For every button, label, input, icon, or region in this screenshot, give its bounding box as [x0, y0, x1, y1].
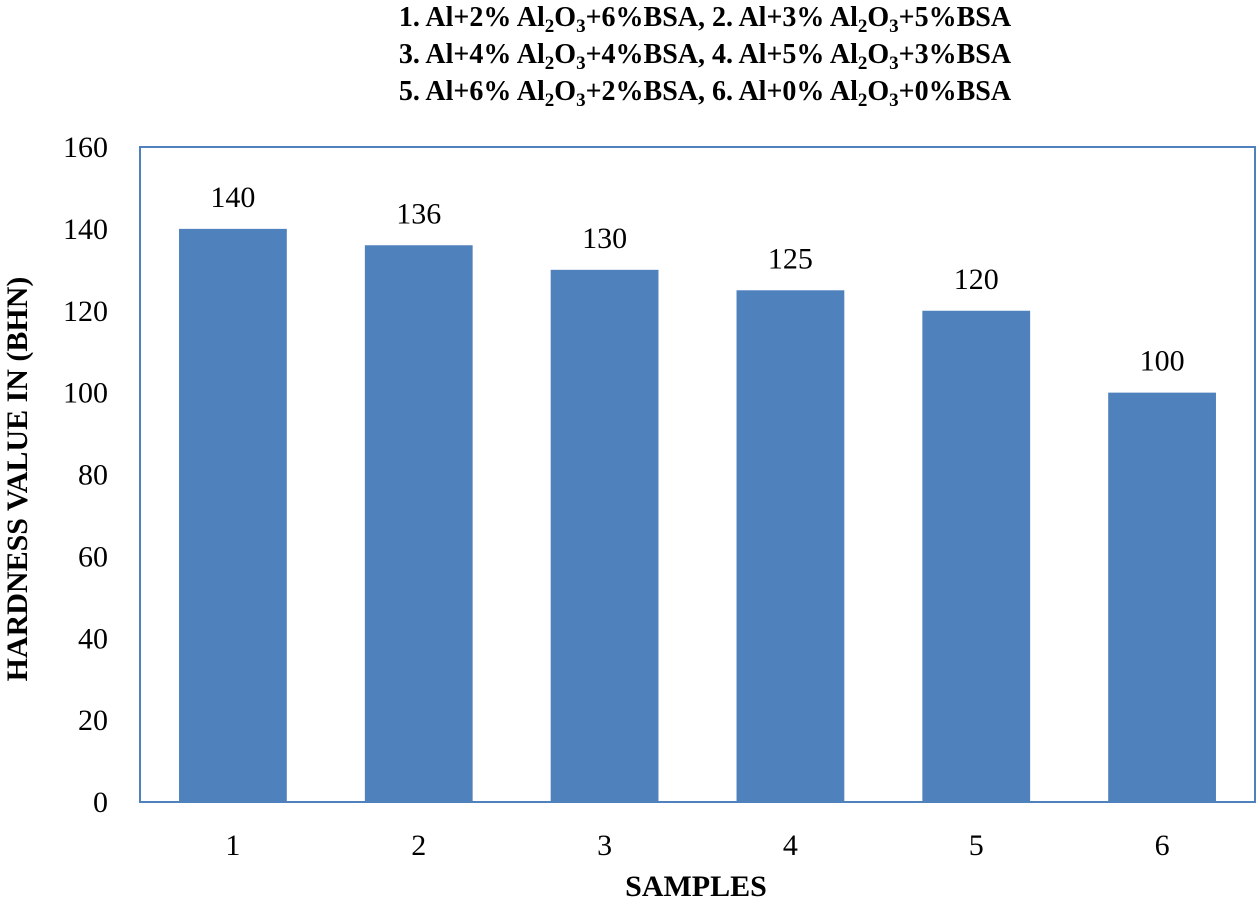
bar-value-label: 130	[582, 222, 627, 255]
x-tick-label: 2	[411, 829, 426, 862]
chart-title: 1. Al+2% Al2O3+6%BSA, 2. Al+3% Al2O3+5%B…	[399, 2, 1012, 111]
y-tick-label: 40	[78, 622, 108, 655]
x-axis-ticks: 1 2 3 4 5 6	[225, 829, 1169, 862]
bars	[179, 228, 1216, 802]
bar-sample-3	[550, 269, 659, 802]
bar-value-label: 100	[1140, 345, 1185, 378]
y-tick-label: 140	[63, 213, 108, 246]
y-axis-title: HARDNESS VALUE IN (BHN)	[1, 277, 34, 682]
x-axis-title: SAMPLES	[625, 870, 767, 903]
x-tick-label: 1	[225, 829, 240, 862]
bar-value-label: 140	[210, 181, 255, 214]
y-tick-label: 20	[78, 704, 108, 737]
x-tick-label: 3	[597, 829, 612, 862]
bar-sample-1	[179, 228, 287, 802]
bar-sample-4	[736, 290, 845, 802]
y-tick-label: 80	[78, 459, 108, 492]
data-labels: 140 136 130 125 120 100	[210, 181, 1184, 378]
chart-title-line: 5. Al+6% Al2O3+2%BSA, 6. Al+0% Al2O3+0%B…	[399, 76, 1012, 111]
chart-title-line: 1. Al+2% Al2O3+6%BSA, 2. Al+3% Al2O3+5%B…	[399, 2, 1012, 37]
bar-value-label: 125	[768, 242, 813, 275]
x-tick-label: 4	[783, 829, 798, 862]
y-tick-label: 120	[63, 295, 108, 328]
x-tick-label: 5	[969, 829, 984, 862]
bar-sample-6	[1108, 392, 1216, 802]
y-tick-label: 0	[93, 786, 108, 819]
y-tick-label: 160	[63, 131, 108, 164]
plot-area-frame	[139, 146, 1256, 803]
y-tick-label: 100	[63, 377, 108, 410]
bar-value-label: 136	[396, 197, 441, 230]
bar-sample-5	[922, 310, 1031, 802]
bar-sample-2	[364, 245, 473, 802]
y-tick-label: 60	[78, 540, 108, 573]
chart-title-line: 3. Al+4% Al2O3+4%BSA, 4. Al+5% Al2O3+3%B…	[399, 39, 1012, 74]
y-axis-ticks: 0 20 40 60 80 100 120 140 160	[63, 131, 108, 819]
x-tick-label: 6	[1155, 829, 1170, 862]
bar-value-label: 120	[954, 263, 999, 296]
